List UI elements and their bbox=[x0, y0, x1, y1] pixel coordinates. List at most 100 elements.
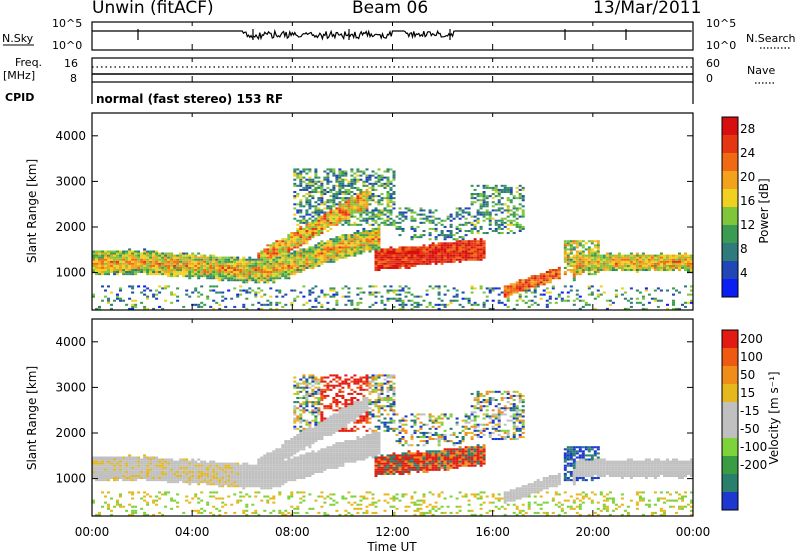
heat-cell bbox=[107, 256, 110, 259]
heat-cell bbox=[641, 262, 645, 265]
heat-cell bbox=[287, 464, 291, 467]
heat-cell bbox=[125, 266, 129, 269]
heat-cell bbox=[257, 271, 261, 274]
heat-cell bbox=[185, 460, 189, 463]
heat-cell bbox=[260, 258, 264, 261]
heat-cell bbox=[332, 293, 336, 296]
heat-cell bbox=[284, 266, 288, 269]
heat-cell bbox=[440, 242, 444, 245]
heat-cell bbox=[527, 305, 531, 308]
heat-cell bbox=[197, 266, 201, 269]
heat-cell bbox=[128, 285, 132, 288]
heat-cell bbox=[320, 246, 324, 249]
heat-cell bbox=[548, 269, 552, 272]
heat-cell bbox=[131, 250, 135, 253]
heat-cell bbox=[116, 256, 119, 259]
heat-cell bbox=[113, 269, 116, 272]
heat-cell bbox=[356, 180, 360, 183]
heat-cell bbox=[149, 269, 153, 272]
heat-cell bbox=[365, 230, 369, 233]
heat-cell bbox=[500, 219, 504, 222]
heat-cell bbox=[233, 277, 237, 280]
heat-cell bbox=[506, 291, 510, 294]
heat-cell bbox=[374, 215, 378, 218]
heat-cell bbox=[506, 289, 510, 292]
heat-cell bbox=[239, 289, 243, 292]
heat-cell bbox=[188, 462, 192, 465]
heat-cell bbox=[230, 479, 234, 482]
heat-cell bbox=[320, 188, 324, 191]
heat-cell bbox=[440, 230, 444, 233]
heat-cell bbox=[149, 460, 153, 463]
heat-cell bbox=[98, 477, 101, 480]
heat-cell bbox=[158, 477, 162, 480]
heat-cell bbox=[104, 466, 107, 469]
heat-cell bbox=[281, 448, 285, 451]
heat-cell bbox=[107, 470, 110, 473]
heat-cell bbox=[681, 264, 684, 267]
heat-cell bbox=[347, 242, 351, 245]
heat-cell bbox=[143, 266, 147, 269]
heat-cell bbox=[128, 260, 132, 263]
heat-cell bbox=[320, 256, 324, 259]
heat-cell bbox=[620, 254, 624, 257]
heat-cell bbox=[335, 248, 339, 251]
heat-cell bbox=[215, 256, 219, 259]
heat-cell bbox=[374, 221, 378, 224]
heat-cell bbox=[635, 254, 639, 257]
heat-cell bbox=[407, 246, 411, 249]
heat-cell bbox=[143, 499, 147, 502]
heat-cell bbox=[176, 472, 180, 475]
heat-cell bbox=[593, 240, 597, 243]
heat-cell bbox=[590, 264, 594, 267]
heat-cell bbox=[275, 481, 279, 484]
heat-cell bbox=[134, 472, 138, 475]
heat-cell bbox=[368, 211, 372, 214]
heat-cell bbox=[299, 238, 303, 241]
heat-cell bbox=[317, 242, 321, 245]
heat-cell bbox=[293, 217, 297, 220]
heat-cell bbox=[134, 462, 138, 465]
heat-cell bbox=[248, 495, 252, 498]
heat-cell bbox=[278, 470, 282, 473]
heat-cell bbox=[521, 215, 525, 218]
heat-cell bbox=[245, 289, 249, 292]
heat-cell bbox=[209, 254, 213, 257]
heat-cell bbox=[446, 250, 450, 253]
heat-cell bbox=[401, 305, 405, 308]
heat-cell bbox=[383, 186, 387, 189]
heat-cell bbox=[401, 260, 405, 263]
heat-cell bbox=[440, 244, 444, 247]
heat-cell bbox=[245, 307, 249, 310]
heat-cell bbox=[672, 299, 675, 302]
heat-cell bbox=[251, 269, 255, 272]
heat-cell bbox=[380, 258, 384, 261]
heat-cell bbox=[512, 215, 516, 218]
heat-cell bbox=[293, 236, 297, 239]
heat-cell bbox=[473, 252, 477, 255]
heat-cell bbox=[101, 258, 104, 261]
heat-cell bbox=[572, 254, 576, 257]
heat-cell bbox=[296, 458, 300, 461]
heat-cell bbox=[287, 495, 291, 498]
heat-cell bbox=[209, 464, 213, 467]
heat-cell bbox=[431, 221, 435, 224]
heat-cell bbox=[200, 507, 204, 510]
heat-cell bbox=[371, 244, 375, 247]
heat-cell bbox=[383, 184, 387, 187]
heat-cell bbox=[314, 232, 318, 235]
heat-cell bbox=[425, 262, 429, 265]
heat-cell bbox=[236, 266, 240, 269]
heat-cell bbox=[371, 240, 375, 243]
heat-cell bbox=[377, 178, 381, 181]
colorbar-frame bbox=[721, 116, 739, 298]
heat-cell bbox=[338, 211, 342, 214]
heat-cell bbox=[392, 305, 396, 308]
heat-cell bbox=[311, 180, 315, 183]
heat-cell bbox=[690, 260, 693, 263]
heat-cell bbox=[236, 295, 240, 298]
heat-cell bbox=[185, 464, 189, 467]
heat-cell bbox=[509, 287, 513, 290]
heat-cell bbox=[95, 466, 98, 469]
heat-cell bbox=[239, 264, 243, 267]
